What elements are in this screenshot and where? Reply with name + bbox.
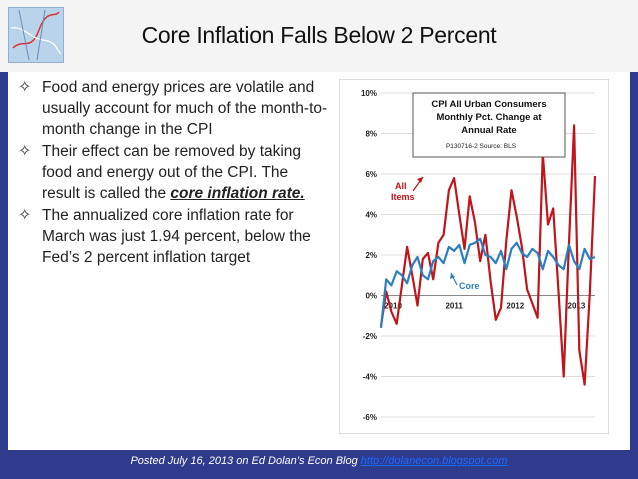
x-tick-label: 2012 xyxy=(506,302,524,311)
chart-subtitle: P130716-2 Source: BLS xyxy=(446,143,517,150)
y-tick-label: 6% xyxy=(365,170,377,179)
core-series-line xyxy=(379,237,596,329)
bullet-list: ✧ Food and energy prices are volatile an… xyxy=(18,77,330,269)
bullet-emphasis: core inflation rate. xyxy=(170,185,305,202)
four-point-star-icon: ✧ xyxy=(18,79,32,96)
all-items-arrow-head xyxy=(417,177,423,183)
chart-title-line: Monthly Pct. Change at xyxy=(436,112,542,123)
bullet-text: The annualized core inflation rate for M… xyxy=(42,207,311,266)
x-tick-label: 2010 xyxy=(384,302,402,311)
chart-title-box xyxy=(412,92,566,158)
bullet-item: ✧ Food and energy prices are volatile an… xyxy=(18,77,330,140)
bullet-text: Their effect can be removed by taking fo… xyxy=(42,143,302,202)
core-label: Core xyxy=(459,281,480,291)
chart-title-line: Annual Rate xyxy=(461,125,516,136)
bullet-item: ✧ The annualized core inflation rate for… xyxy=(18,205,330,268)
slide-title: Core Inflation Falls Below 2 Percent xyxy=(141,22,497,48)
cpi-line-chart: 10%8%6%4%2%0%-2%-4%-6% 2010 2011 2012 2013 … xyxy=(339,79,609,434)
y-tick-label: -4% xyxy=(363,373,377,382)
blog-link[interactable]: http://dolanecon.blogspot.com xyxy=(360,455,508,467)
y-tick-label: 2% xyxy=(365,251,377,260)
four-point-star-icon: ✧ xyxy=(18,143,32,160)
footer: Posted July 16, 2013 on Ed Dolan’s Econ … xyxy=(0,455,638,467)
y-tick-label: -6% xyxy=(363,413,377,422)
x-tick-label: 2011 xyxy=(445,302,463,311)
four-point-star-icon: ✧ xyxy=(18,207,32,224)
all-items-series-line xyxy=(379,124,597,386)
bullet-text: Food and energy prices are volatile and … xyxy=(42,79,328,138)
y-tick-label: 4% xyxy=(365,211,377,220)
core-arrow-head xyxy=(450,273,455,279)
chart-title-line: CPI All Urban Consumers xyxy=(431,99,546,110)
y-tick-label: 10% xyxy=(361,89,377,98)
footer-text: Posted July 16, 2013 on Ed Dolan’s Econ … xyxy=(130,455,361,467)
all-items-label: All xyxy=(395,181,407,191)
slide-logo xyxy=(8,7,64,63)
y-tick-label: 8% xyxy=(365,130,377,139)
bullet-item: ✧ Their effect can be removed by taking … xyxy=(18,141,330,204)
all-items-label: Items xyxy=(391,192,415,202)
y-tick-label: -2% xyxy=(363,332,377,341)
title-bar: Core Inflation Falls Below 2 Percent xyxy=(0,0,638,72)
x-tick-label: 2013 xyxy=(568,302,586,311)
y-tick-label: 0% xyxy=(365,292,377,301)
